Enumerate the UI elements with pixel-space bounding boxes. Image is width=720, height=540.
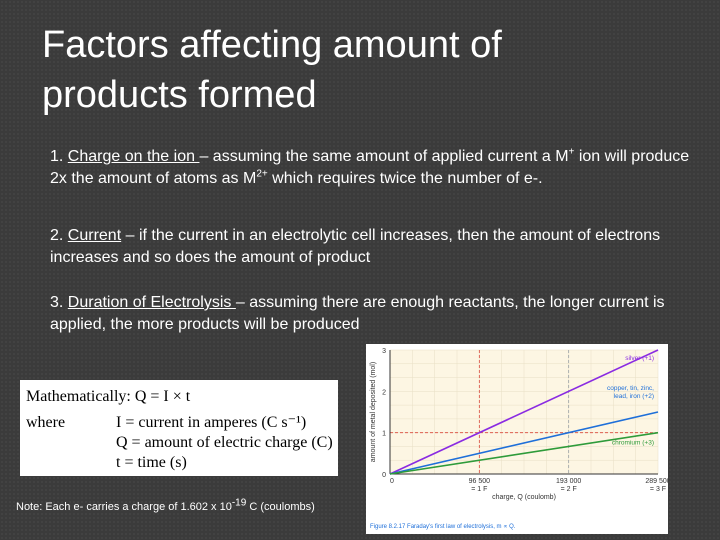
chart-svg: 0 1 2 3 0 96 500= 1 F 193 000= 2 F 289 500= 3 F… [370,348,668,530]
x-tick-label: 289 500 [645,478,668,485]
title-line-1: Factors affecting amount of [42,24,502,66]
series-line [389,431,659,475]
series-line [389,411,659,475]
point-text: – assuming the same amount of applied cu… [199,148,569,165]
y-tick-label: 2 [382,389,386,396]
series-label: silver (+1) [625,355,654,362]
note-exponent: -19 [231,497,247,509]
point-term: Current [67,227,122,244]
series-line [389,349,659,475]
formula-where-label: where [26,414,66,431]
point-number: 1. [50,148,64,165]
slide-title: Factors affecting amount of products for… [42,20,682,120]
superscript: + [568,146,575,158]
point-number: 2. [50,227,64,244]
point-duration: 3. Duration of Electrolysis – assuming t… [50,292,690,336]
x-tick-sublabel: = 1 F [471,486,487,493]
series-label: copper, tin, zinc, [607,385,654,392]
point-number: 3. [50,294,64,311]
formula-line-2: I = current in amperes (C s⁻¹) [116,414,307,431]
superscript: 2+ [256,168,268,180]
x-tick-sublabel: = 3 F [650,486,666,493]
point-charge-on-ion: 1. Charge on the ion – assuming the same… [50,146,690,190]
y-axis-label: amount of metal deposited (mol) [370,362,377,462]
formula-box: Mathematically: Q = I × t where I = curr… [20,380,338,476]
x-tick-label: 0 [390,478,394,485]
x-tick-label: 193 000 [556,478,581,485]
title-line-2: products formed [42,74,317,116]
y-tick-label: 0 [382,472,386,479]
point-text: – assuming there are enough reactants, t… [50,294,665,333]
figure-caption: Figure 8.2.17 Faraday's first law of ele… [370,524,516,530]
point-current: 2. Current – if the current in an electr… [50,225,690,269]
point-term: Charge on the ion [67,148,200,165]
point-text: which requires twice the number of e-. [267,170,543,187]
x-axis-label: charge, Q (coulomb) [492,494,556,501]
x-tick-label: 96 500 [469,478,491,485]
point-term: Duration of Electrolysis [67,294,236,311]
note-text: Note: Each e- carries a charge of 1.602 … [16,498,315,513]
series-label: lead, iron (+2) [614,393,654,400]
note-main: Note: Each e- carries a charge of 1.602 … [16,501,232,513]
note-unit: C (coulombs) [246,501,315,513]
formula-line-4: t = time (s) [116,454,187,471]
y-tick-label: 1 [382,431,386,438]
series-label: chromium (+3) [612,440,654,447]
x-tick-sublabel: = 2 F [561,486,577,493]
y-tick-label: 3 [382,348,386,355]
point-text: ion will produce 2x the amount of atoms … [50,148,690,187]
faraday-chart: 0 1 2 3 0 96 500= 1 F 193 000= 2 F 289 500= 3 F… [366,344,668,534]
formula-line-3: Q = amount of electric charge (C) [116,434,333,451]
formula-line-1: Mathematically: Q = I × t [26,388,191,405]
point-text: – if the current in an electrolytic cell… [50,227,661,266]
